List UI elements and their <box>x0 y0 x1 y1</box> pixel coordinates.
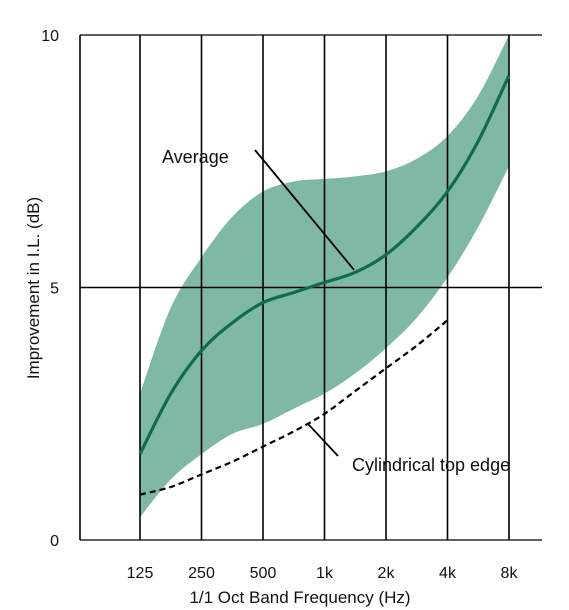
x-tick-8k: 8k <box>501 565 519 582</box>
annotation-average-leader <box>254 149 355 271</box>
annotation-cylindrical-leader <box>307 423 339 457</box>
x-tick-250: 250 <box>188 565 215 582</box>
x-tick-1k: 1k <box>316 565 334 582</box>
series-cylindrical-top-edge-line <box>139 319 449 496</box>
x-tick-500: 500 <box>250 565 277 582</box>
x-tick-labels: 125 250 500 1k 2k 4k 8k <box>127 565 519 582</box>
y-tick-10: 10 <box>41 28 59 45</box>
y-tick-labels: 0 5 10 <box>41 28 59 550</box>
x-axis-label: 1/1 Oct Band Frequency (Hz) <box>189 588 410 607</box>
x-tick-4k: 4k <box>439 565 457 582</box>
x-tick-2k: 2k <box>378 565 396 582</box>
x-tick-125: 125 <box>127 565 154 582</box>
plot-area <box>79 34 542 541</box>
y-tick-5: 5 <box>50 281 59 298</box>
y-axis-label: Improvement in I.L. (dB) <box>24 197 43 379</box>
annotation-cylindrical-top-edge: Cylindrical top edge <box>352 455 510 475</box>
series-average-line <box>138 74 511 455</box>
annotation-average: Average <box>162 147 229 167</box>
y-tick-0: 0 <box>50 533 59 550</box>
